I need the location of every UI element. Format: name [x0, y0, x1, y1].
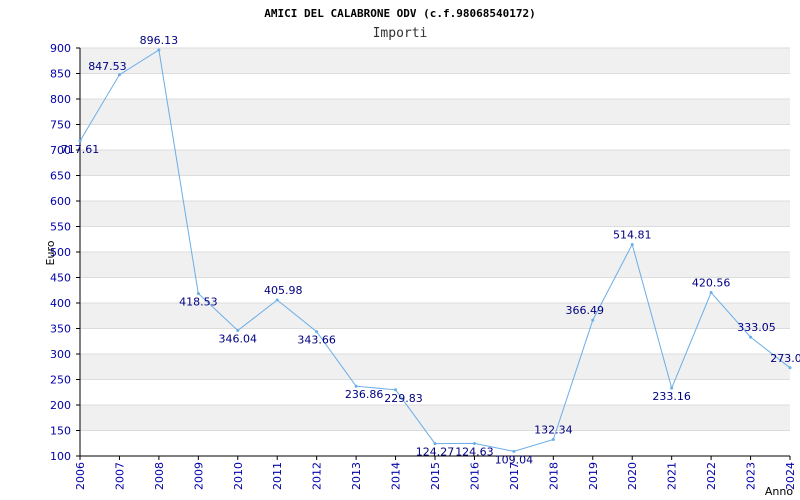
data-label: 420.56 [692, 277, 731, 290]
y-tick-label: 600 [50, 195, 71, 208]
data-label: 273.0 [770, 352, 800, 365]
data-label: 124.27 [416, 446, 455, 459]
y-tick-label: 750 [50, 119, 71, 132]
x-tick-label: 2021 [666, 462, 679, 490]
x-tick-label: 2011 [271, 462, 284, 490]
x-tick-label: 2010 [232, 462, 245, 490]
data-point [354, 384, 358, 388]
grid-band [80, 405, 790, 431]
y-tick-label: 150 [50, 425, 71, 438]
y-tick-label: 700 [50, 144, 71, 157]
grid-band [80, 201, 790, 227]
data-label: 847.53 [88, 60, 127, 73]
y-tick-label: 650 [50, 170, 71, 183]
data-label: 418.53 [179, 296, 218, 309]
data-label: 346.04 [219, 333, 258, 346]
y-tick-label: 300 [50, 348, 71, 361]
x-tick-label: 2017 [508, 462, 521, 490]
data-label: 233.16 [652, 390, 691, 403]
data-point [275, 298, 279, 302]
y-tick-label: 450 [50, 272, 71, 285]
data-label: 366.49 [566, 304, 605, 317]
y-tick-label: 550 [50, 221, 71, 234]
data-point [512, 449, 516, 453]
x-tick-labels: 2006 2007 2008 2009 2010 2011 2012 2013 2014 2015… [74, 462, 797, 490]
data-point [315, 330, 319, 334]
x-tick-label: 2024 [784, 462, 797, 490]
grid-band [80, 99, 790, 125]
y-tick-label: 100 [50, 450, 71, 463]
x-tick-label: 2018 [547, 462, 560, 490]
data-point [709, 291, 713, 295]
chart-title: AMICI DEL CALABRONE ODV (c.f.98068540172… [264, 7, 536, 20]
data-point [670, 386, 674, 390]
data-point [78, 139, 82, 143]
data-label: 236.86 [345, 388, 384, 401]
y-tick-label: 500 [50, 246, 71, 259]
data-label: 514.81 [613, 228, 652, 241]
grid-band [80, 252, 790, 278]
data-point [236, 329, 240, 333]
data-label: 333.05 [737, 321, 776, 334]
x-tick-label: 2014 [390, 462, 403, 490]
data-point [196, 292, 200, 296]
data-label: 896.13 [140, 34, 179, 47]
data-point [394, 388, 398, 392]
y-tick-label: 200 [50, 399, 71, 412]
data-label: 405.98 [264, 284, 303, 297]
axes [76, 47, 791, 460]
series [78, 48, 792, 453]
data-point [117, 73, 121, 77]
data-point [749, 335, 753, 339]
data-point [788, 366, 792, 370]
data-label: 229.83 [384, 392, 423, 405]
y-tick-label: 900 [50, 42, 71, 55]
x-tick-label: 2008 [153, 462, 166, 490]
y-tick-label: 400 [50, 297, 71, 310]
y-tick-labels: 100 150 200 250 300 350 400 450 500 550 600 650 700 7… [50, 42, 71, 463]
gridlines [80, 47, 790, 457]
data-label: 717.61 [61, 143, 100, 156]
x-tick-label: 2020 [626, 462, 639, 490]
x-tick-label: 2015 [429, 462, 442, 490]
x-tick-label: 2016 [468, 462, 481, 490]
x-tick-label: 2023 [745, 462, 758, 490]
data-label: 343.66 [297, 334, 336, 347]
data-labels: 717.61 847.53 896.13 418.53 346.04 405.98 343.… [61, 34, 800, 466]
x-tick-label: 2013 [350, 462, 363, 490]
x-tick-label: 2006 [74, 462, 87, 490]
data-label: 124.63 [455, 445, 494, 458]
grid-band [80, 354, 790, 380]
y-tick-label: 850 [50, 68, 71, 81]
data-label: 109.04 [495, 453, 534, 466]
x-tick-label: 2012 [311, 462, 324, 490]
x-tick-label: 2019 [587, 462, 600, 490]
y-tick-label: 350 [50, 323, 71, 336]
plot-background [80, 48, 790, 431]
chart-subtitle: Importi [373, 26, 428, 41]
grid-band [80, 48, 790, 74]
data-point [630, 242, 634, 246]
x-tick-label: 2022 [705, 462, 718, 490]
data-point [551, 438, 555, 442]
grid-band [80, 303, 790, 329]
y-axis-label: Euro [44, 240, 57, 265]
grid-band [80, 150, 790, 176]
x-axis-label: Anno [765, 485, 793, 498]
data-point [433, 442, 437, 446]
data-label: 132.34 [534, 424, 573, 437]
x-tick-label: 2009 [192, 462, 205, 490]
y-tick-label: 800 [50, 93, 71, 106]
y-tick-label: 250 [50, 374, 71, 387]
data-point [591, 318, 595, 322]
x-tick-label: 2007 [113, 462, 126, 490]
data-point [472, 441, 476, 445]
data-point [157, 48, 161, 52]
